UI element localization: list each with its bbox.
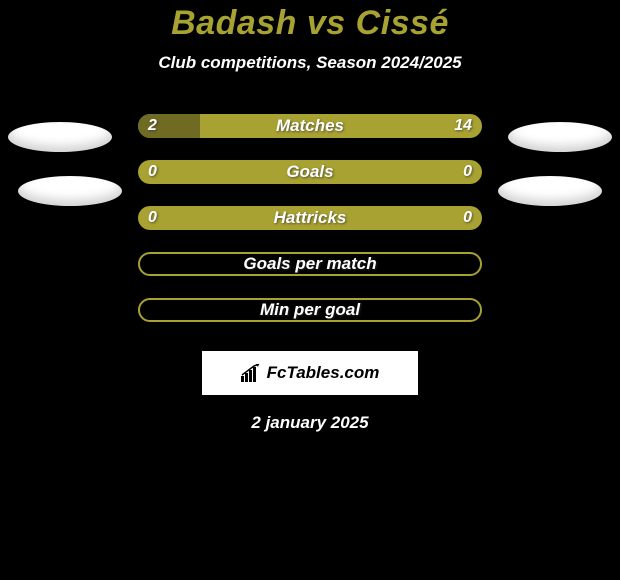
- subtitle: Club competitions, Season 2024/2025: [0, 53, 620, 73]
- stat-row: Min per goal: [0, 287, 620, 333]
- stat-row: 00Hattricks: [0, 195, 620, 241]
- stat-bar: Goals per match: [138, 252, 482, 276]
- stat-label: Goals: [138, 162, 482, 182]
- stat-label: Hattricks: [138, 208, 482, 228]
- brand-box: FcTables.com: [202, 351, 418, 395]
- stat-label: Matches: [138, 116, 482, 136]
- stat-bar: 214Matches: [138, 114, 482, 138]
- stat-row: 00Goals: [0, 149, 620, 195]
- brand-text: FcTables.com: [267, 363, 380, 383]
- stat-bar: 00Hattricks: [138, 206, 482, 230]
- comparison-card: Badash vs Cissé Club competitions, Seaso…: [0, 0, 620, 433]
- stat-row: Goals per match: [0, 241, 620, 287]
- page-title: Badash vs Cissé: [0, 4, 620, 43]
- stat-bar: Min per goal: [138, 298, 482, 322]
- chart-icon: [241, 364, 263, 382]
- stat-label: Min per goal: [140, 300, 480, 320]
- stat-row: 214Matches: [0, 103, 620, 149]
- date-label: 2 january 2025: [0, 413, 620, 433]
- stats-list: 214Matches 00Goals 00Hattricks Goals per ma…: [0, 103, 620, 333]
- stat-label: Goals per match: [140, 254, 480, 274]
- stat-bar: 00Goals: [138, 160, 482, 184]
- brand-label: FcTables.com: [241, 363, 380, 383]
